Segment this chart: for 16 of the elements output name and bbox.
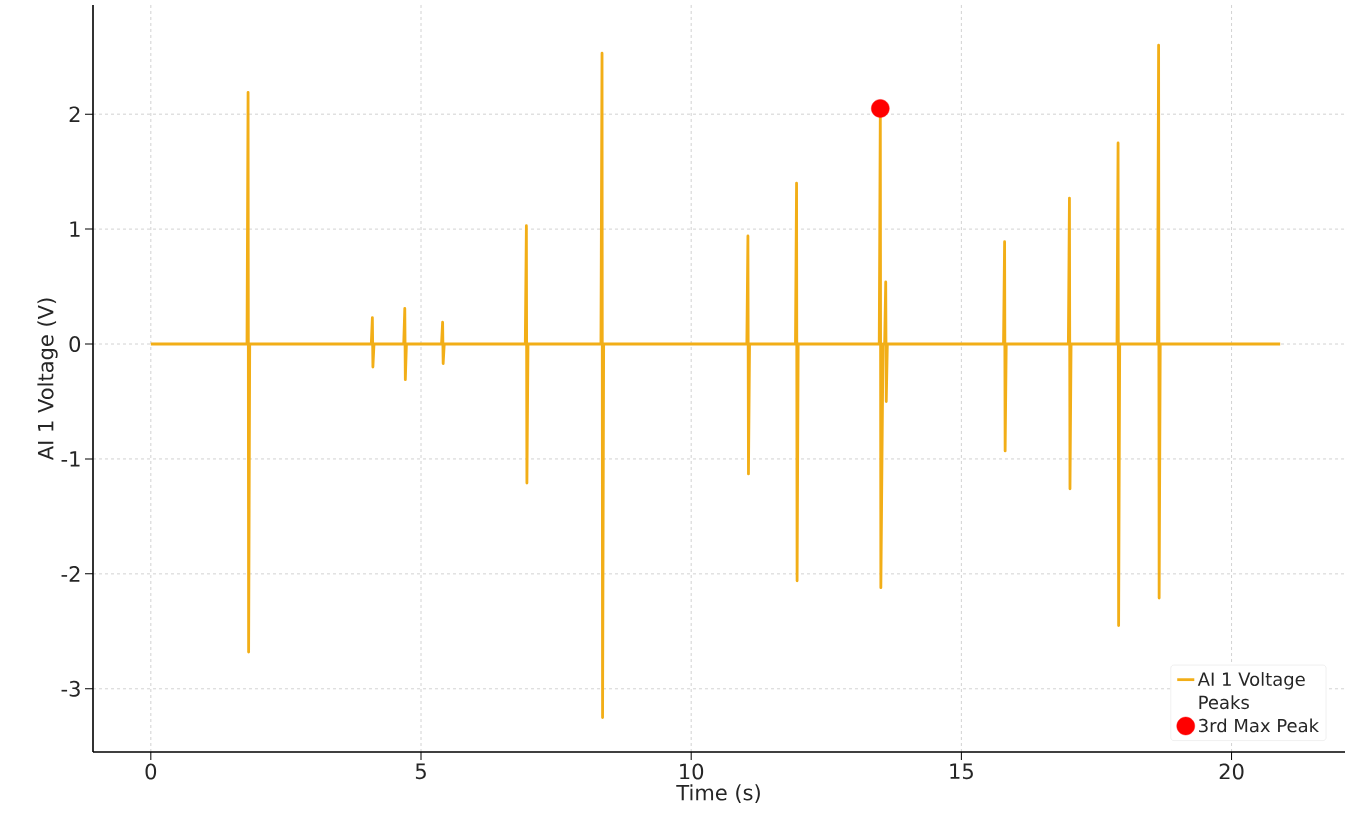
y-axis-title: AI 1 Voltage (V) bbox=[37, 298, 58, 461]
y-tick-label: -2 bbox=[61, 566, 80, 582]
x-tick-label: 20 bbox=[1219, 763, 1244, 780]
legend-label: AI 1 Voltage bbox=[1197, 672, 1305, 690]
text: Peaks bbox=[1199, 695, 1249, 710]
x-tick-label: 0 bbox=[145, 763, 157, 780]
x-axis-title: Time (s) bbox=[676, 784, 760, 804]
x-tick-label: 10 bbox=[680, 763, 704, 780]
x-tick-label: 5 bbox=[415, 763, 426, 780]
y-tick-label: 2 bbox=[69, 106, 80, 122]
y-tick-label: 1 bbox=[70, 221, 80, 237]
y-tick-label: -3 bbox=[61, 680, 80, 697]
y-tick-label: 0 bbox=[69, 336, 81, 352]
y-tick-label: -1 bbox=[61, 451, 80, 467]
legend-label: 3rd Max Peak bbox=[1199, 718, 1320, 733]
x-tick-label: 15 bbox=[950, 763, 973, 780]
